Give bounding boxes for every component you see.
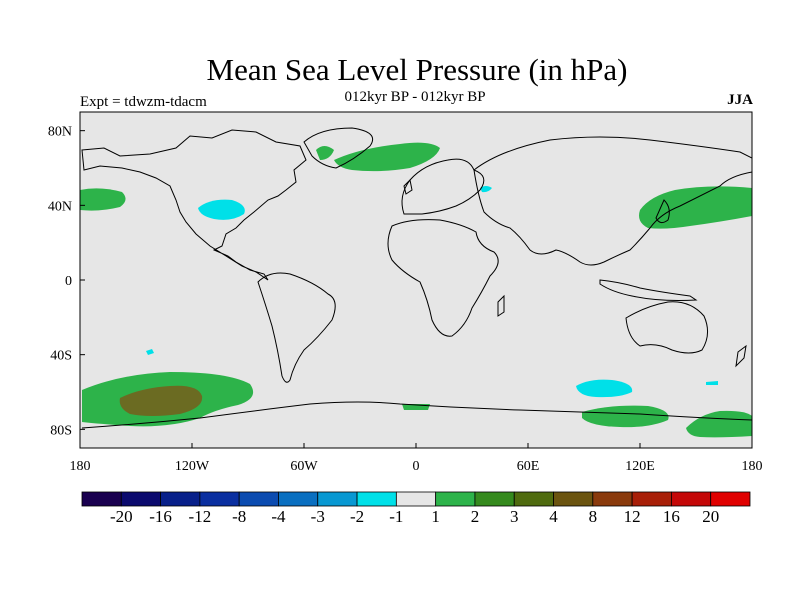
colorbar-label: 1 — [431, 507, 440, 526]
coastline-madagascar — [497, 294, 505, 317]
colorbar-label: -4 — [271, 507, 286, 526]
anomaly-southern-indian — [576, 379, 633, 398]
colorbar-label: 8 — [588, 507, 598, 526]
colorbar-label: -12 — [188, 507, 212, 526]
chart-subtitle: 012kyr BP - 012kyr BP — [344, 89, 486, 105]
coastline-japan — [655, 199, 670, 224]
lat-tick-label: 40N — [48, 199, 72, 214]
coastline-greenland — [303, 127, 374, 169]
lon-tick-label: 180 — [70, 459, 91, 474]
chart-title: Mean Sea Level Pressure (in hPa) — [206, 52, 628, 87]
coastline-antarctica — [81, 401, 753, 429]
colorbar-cell — [513, 491, 554, 507]
lon-tick-label: 180 — [742, 459, 763, 474]
colorbar-cell — [81, 491, 122, 507]
anomaly-south-pacific-core — [119, 385, 203, 416]
coastline-uk — [403, 178, 413, 195]
colorbar-label: -2 — [349, 507, 365, 526]
colorbar-label: -3 — [310, 507, 325, 526]
coastline-australia — [625, 301, 708, 354]
anomaly-north-america — [198, 199, 245, 220]
lat-tick-label: 0 — [65, 274, 72, 289]
colorbar-cell — [435, 491, 476, 507]
colorbar-cell — [395, 491, 437, 507]
colorbar-cell — [592, 491, 633, 507]
colorbar-label: 16 — [662, 507, 680, 526]
colorbar-cell — [120, 491, 161, 507]
coastline-south-america — [257, 272, 336, 383]
colorbar-cell — [631, 491, 672, 507]
colorbar-label: 2 — [470, 507, 480, 526]
lat-tick-label: 80S — [50, 423, 72, 438]
coastline-africa — [387, 219, 499, 337]
latitude-axis: 80N 40N 0 40S 80S — [48, 125, 85, 438]
anomaly-greenland — [316, 146, 334, 160]
anomaly-nz-cyan — [706, 381, 718, 385]
colorbar-label: 3 — [509, 507, 519, 526]
lon-tick-label: 60W — [290, 459, 318, 474]
colorbar-cell — [238, 491, 279, 507]
colorbar-label: -8 — [232, 507, 247, 526]
colorbar-label: 12 — [623, 507, 641, 526]
colorbar-cell — [356, 491, 397, 507]
coastlines — [81, 127, 753, 429]
anomaly-north-atlantic — [334, 142, 440, 172]
colorbar-cell — [317, 491, 358, 507]
longitude-axis: 180 120W 60W 0 60E 120E 180 — [70, 443, 763, 474]
colorbar-label: 20 — [702, 507, 720, 526]
coastline-indonesia — [599, 279, 698, 301]
coastline-north-america — [81, 129, 307, 281]
lat-tick-label: 40S — [50, 349, 72, 364]
colorbar-cell — [199, 491, 240, 507]
anomaly-south-australia — [582, 405, 669, 428]
anomaly-layer — [80, 142, 752, 438]
lon-tick-label: 0 — [413, 459, 420, 474]
colorbar — [81, 491, 751, 507]
colorbar-cell — [710, 491, 751, 507]
colorbar-cell — [278, 491, 319, 507]
anomaly-japan — [639, 186, 752, 229]
colorbar-cell — [160, 491, 201, 507]
season-label: JJA — [727, 92, 753, 108]
colorbar-label: -20 — [109, 507, 133, 526]
colorbar-cell — [671, 491, 712, 507]
colorbar-label: -16 — [149, 507, 172, 526]
experiment-label: Expt = tdwzm-tdacm — [80, 94, 207, 110]
colorbar-cell — [474, 491, 515, 507]
colorbar-cell — [553, 491, 594, 507]
lon-tick-label: 60E — [517, 459, 540, 474]
anomaly-caspian — [480, 186, 492, 193]
coastline-new-zealand — [735, 344, 747, 368]
lat-tick-label: 80N — [48, 125, 72, 140]
lon-tick-label: 120E — [625, 459, 655, 474]
anomaly-small-cyan — [146, 349, 154, 355]
coastline-asia — [473, 136, 753, 266]
lon-tick-label: 120W — [175, 459, 210, 474]
anomaly-north-pacific — [80, 188, 126, 211]
colorbar-label: -1 — [389, 507, 404, 526]
colorbar-label: 4 — [549, 507, 558, 526]
